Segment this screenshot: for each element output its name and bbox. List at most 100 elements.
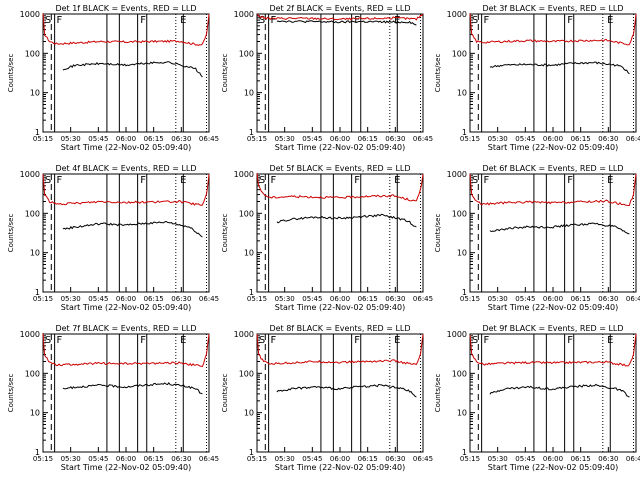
- panel-title: Det 2f BLACK = Events, RED = LLD: [269, 4, 410, 13]
- y-tick-label: 10: [244, 249, 254, 258]
- x-tick-label: 06:00: [330, 295, 350, 303]
- y-tick-label: 1000: [447, 170, 467, 179]
- y-axis-label: Counts/sec: [7, 214, 15, 253]
- y-axis-label: Counts/sec: [7, 374, 15, 413]
- events-series-line: [62, 381, 203, 395]
- y-axis-label: Counts/sec: [434, 374, 442, 413]
- x-tick-label: 05:15: [460, 135, 480, 143]
- events-series-line: [489, 222, 630, 235]
- segment-marker: F: [567, 15, 573, 26]
- x-tick-label: 05:15: [247, 455, 267, 463]
- panel-title: Det 8f BLACK = Events, RED = LLD: [269, 324, 410, 333]
- y-tick-label: 10: [457, 89, 467, 98]
- segment-marker: F: [270, 175, 276, 186]
- segment-marker: F: [270, 15, 276, 26]
- y-axis-label: Counts/sec: [434, 54, 442, 93]
- panel-title: Det 5f BLACK = Events, RED = LLD: [269, 164, 410, 173]
- x-axis-label: Start Time (22-Nov-02 05:09:40): [275, 303, 405, 312]
- x-tick-label: 05:30: [488, 135, 508, 143]
- x-tick-label: 06:15: [571, 295, 591, 303]
- x-tick-label: 06:30: [598, 135, 618, 143]
- x-tick-label: 06:45: [626, 295, 640, 303]
- events-series-line: [276, 20, 417, 26]
- plot-frame: [469, 333, 637, 453]
- y-tick-label: 100: [239, 369, 254, 378]
- y-tick-label: 1: [462, 448, 467, 457]
- x-tick-label: 05:45: [88, 295, 108, 303]
- y-tick-label: 1: [35, 288, 40, 297]
- x-axis-label: Start Time (22-Nov-02 05:09:40): [488, 303, 618, 312]
- segment-marker: F: [483, 335, 489, 346]
- y-axis-label: Counts/sec: [7, 54, 15, 93]
- x-tick-label: 06:30: [171, 135, 191, 143]
- lld-series-line: [469, 13, 637, 46]
- y-axis-label: Counts/sec: [221, 54, 229, 93]
- x-axis-label: Start Time (22-Nov-02 05:09:40): [61, 303, 191, 312]
- segment-marker: S: [472, 335, 478, 346]
- x-tick-label: 05:30: [61, 295, 81, 303]
- x-tick-label: 06:15: [358, 295, 378, 303]
- y-tick-label: 1000: [20, 170, 40, 179]
- y-tick-label: 1000: [20, 10, 40, 19]
- plot-frame: [42, 13, 210, 133]
- x-tick-label: 05:15: [460, 455, 480, 463]
- lld-series-line: [469, 173, 637, 207]
- segment-marker: E: [394, 15, 400, 26]
- x-tick-label: 06:45: [413, 295, 433, 303]
- x-tick-label: 06:00: [116, 295, 136, 303]
- segment-marker: S: [259, 335, 265, 346]
- x-tick-label: 06:30: [598, 455, 618, 463]
- x-axis-label: Start Time (22-Nov-02 05:09:40): [275, 143, 405, 152]
- x-axis-label: Start Time (22-Nov-02 05:09:40): [61, 463, 191, 472]
- segment-marker: E: [394, 175, 400, 186]
- plot-frame: [469, 173, 637, 293]
- x-tick-label: 06:45: [626, 455, 640, 463]
- plot-frame: [469, 13, 637, 133]
- y-axis-label: Counts/sec: [434, 214, 442, 253]
- panel-title: Det 7f BLACK = Events, RED = LLD: [55, 324, 196, 333]
- y-tick-label: 1000: [20, 330, 40, 339]
- segment-marker: F: [140, 15, 146, 26]
- segment-marker: F: [354, 335, 360, 346]
- segment-marker: F: [483, 175, 489, 186]
- x-tick-label: 06:45: [413, 455, 433, 463]
- segment-marker: S: [45, 175, 51, 186]
- y-tick-label: 100: [25, 369, 40, 378]
- x-tick-label: 06:15: [571, 455, 591, 463]
- y-tick-label: 1: [462, 288, 467, 297]
- segment-marker: F: [140, 335, 146, 346]
- segment-marker: F: [56, 175, 62, 186]
- x-tick-label: 05:30: [488, 455, 508, 463]
- x-tick-label: 05:45: [302, 295, 322, 303]
- events-series-line: [62, 61, 203, 78]
- y-tick-label: 1: [249, 288, 254, 297]
- panel-title: Det 3f BLACK = Events, RED = LLD: [482, 4, 623, 13]
- plot-frame: [42, 173, 210, 293]
- detector-panel-6: Det 6f BLACK = Events, RED = LLD 1 10 100 10…: [434, 164, 640, 312]
- x-tick-label: 06:15: [144, 455, 164, 463]
- x-tick-label: 06:15: [358, 135, 378, 143]
- segment-marker: S: [259, 15, 265, 26]
- plot-frame: [256, 333, 424, 453]
- lld-series-line: [42, 13, 210, 46]
- x-tick-label: 06:45: [199, 295, 219, 303]
- x-tick-label: 06:15: [144, 135, 164, 143]
- x-tick-label: 06:00: [330, 135, 350, 143]
- x-tick-label: 05:45: [515, 455, 535, 463]
- segment-marker: S: [472, 15, 478, 26]
- x-tick-label: 06:00: [543, 135, 563, 143]
- segment-marker: E: [607, 175, 613, 186]
- x-tick-label: 06:15: [571, 135, 591, 143]
- detector-panel-9: Det 9f BLACK = Events, RED = LLD 1 10 100 10…: [434, 324, 640, 472]
- segment-marker: F: [354, 175, 360, 186]
- events-series-line: [489, 383, 630, 398]
- y-tick-label: 1: [249, 128, 254, 137]
- plot-frame: [42, 333, 210, 453]
- x-tick-label: 06:45: [413, 135, 433, 143]
- x-tick-label: 05:45: [515, 295, 535, 303]
- x-tick-label: 05:45: [515, 135, 535, 143]
- x-tick-label: 05:15: [33, 455, 53, 463]
- x-tick-label: 06:30: [171, 295, 191, 303]
- y-tick-label: 10: [457, 409, 467, 418]
